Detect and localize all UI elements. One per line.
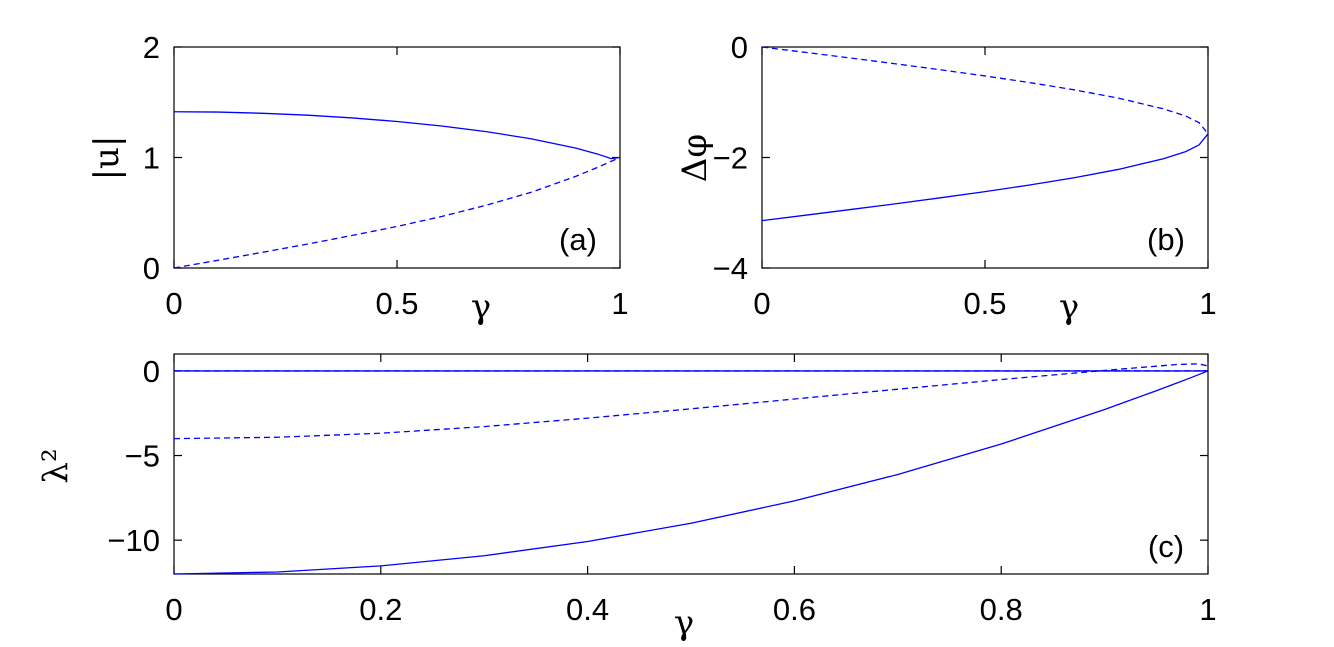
plot-frame bbox=[173, 353, 1209, 575]
plot-frame bbox=[173, 46, 621, 269]
x-tick-label: 0.5 bbox=[375, 286, 418, 321]
x-axis-label: γ bbox=[1059, 287, 1079, 327]
x-tick-label: 1 bbox=[1199, 286, 1216, 321]
panel-label: (b) bbox=[1147, 222, 1185, 257]
y-axis-label: λ² bbox=[36, 448, 76, 483]
y-tick-label: 0 bbox=[143, 354, 160, 389]
series-line-dashed-1 bbox=[173, 156, 621, 269]
series-line-dashed-1 bbox=[761, 46, 1209, 135]
y-axis-label: |u| bbox=[87, 136, 127, 181]
panel-label: (a) bbox=[559, 222, 597, 257]
x-axis-label: γ bbox=[674, 603, 694, 643]
plot-frame bbox=[761, 46, 1209, 269]
x-tick-label: 0.4 bbox=[566, 592, 609, 627]
panel-label: (c) bbox=[1148, 529, 1184, 564]
y-tick-label: 2 bbox=[143, 30, 160, 65]
y-tick-label: 0 bbox=[143, 251, 160, 286]
x-axis-label: γ bbox=[471, 287, 491, 327]
x-tick-label: 1 bbox=[1199, 592, 1216, 627]
x-tick-label: 0 bbox=[753, 286, 770, 321]
series-line-solid-0 bbox=[173, 111, 621, 160]
x-tick-label: 0.5 bbox=[963, 286, 1006, 321]
y-tick-label: −2 bbox=[713, 141, 748, 176]
x-tick-label: 0.2 bbox=[359, 592, 402, 627]
x-tick-label: 0.8 bbox=[980, 592, 1023, 627]
series-line-solid-0 bbox=[761, 133, 1209, 222]
x-tick-label: 0.6 bbox=[773, 592, 816, 627]
y-tick-label: −4 bbox=[713, 251, 748, 286]
panel-a: 0 0.5 1 0 1 2 γ |u| (a) bbox=[87, 30, 629, 327]
y-tick-label: −5 bbox=[125, 439, 160, 474]
x-tick-label: 0 bbox=[165, 286, 182, 321]
series-line-dashed-3 bbox=[173, 363, 1209, 440]
y-tick-label: −10 bbox=[107, 523, 160, 558]
panel-c: 0 0.2 0.4 0.6 0.8 1 −10 −5 0 γ λ² (c) bbox=[36, 353, 1217, 643]
y-tick-label: 1 bbox=[143, 141, 160, 176]
y-axis-label: Δφ bbox=[675, 134, 715, 182]
x-tick-label: 1 bbox=[611, 286, 628, 321]
x-tick-label: 0 bbox=[165, 592, 182, 627]
y-tick-label: 0 bbox=[731, 30, 748, 65]
series-line-solid-2 bbox=[173, 370, 1209, 575]
panel-b: 0 0.5 1 −4 −2 0 γ Δφ (b) bbox=[675, 30, 1217, 327]
